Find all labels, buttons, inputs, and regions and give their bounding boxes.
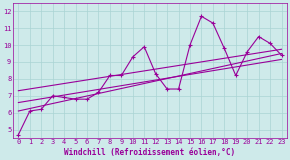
X-axis label: Windchill (Refroidissement éolien,°C): Windchill (Refroidissement éolien,°C)	[64, 148, 235, 157]
